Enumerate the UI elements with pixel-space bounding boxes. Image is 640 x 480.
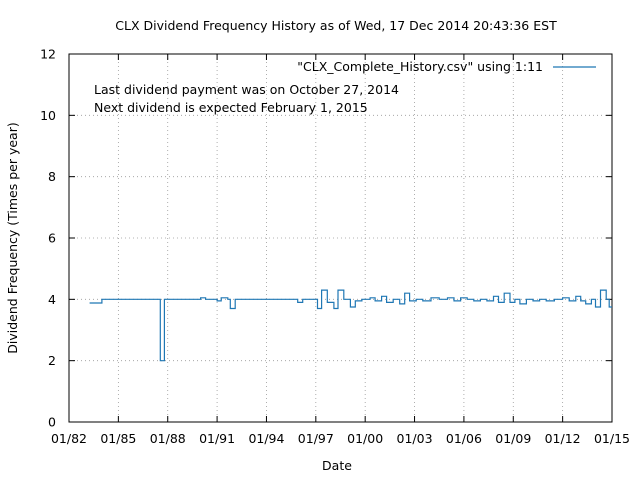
y-tick-label: 12 bbox=[40, 47, 56, 62]
y-tick-label: 0 bbox=[48, 415, 56, 430]
y-tick-label: 10 bbox=[40, 108, 56, 123]
annotation-last-payment: Last dividend payment was on October 27,… bbox=[94, 82, 399, 97]
x-tick-label: 01/15 bbox=[594, 431, 630, 446]
y-tick-label: 4 bbox=[48, 292, 56, 307]
series-line bbox=[89, 289, 612, 362]
x-tick-label: 01/00 bbox=[347, 431, 383, 446]
y-tick-label: 8 bbox=[48, 169, 56, 184]
y-tick-label: 6 bbox=[48, 231, 56, 246]
x-tick-label: 01/94 bbox=[248, 431, 284, 446]
grid bbox=[69, 54, 612, 422]
legend: "CLX_Complete_History.csv" using 1:11 bbox=[297, 59, 596, 74]
x-tick-label: 01/91 bbox=[199, 431, 235, 446]
legend-label: "CLX_Complete_History.csv" using 1:11 bbox=[297, 59, 543, 74]
x-tick-label: 01/97 bbox=[298, 431, 334, 446]
annotation-next-dividend: Next dividend is expected February 1, 20… bbox=[94, 100, 368, 115]
x-tick-label: 01/85 bbox=[100, 431, 136, 446]
y-axis-label: Dividend Frequency (Times per year) bbox=[5, 122, 20, 353]
x-tick-label: 01/12 bbox=[545, 431, 581, 446]
axis-ticks: 01/82 01/85 01/88 01/91 01/94 01/97 01/00 01/03… bbox=[40, 47, 630, 447]
series-group bbox=[89, 289, 612, 362]
x-tick-label: 01/03 bbox=[397, 431, 433, 446]
x-tick-label: 01/82 bbox=[51, 431, 87, 446]
x-tick-label: 01/06 bbox=[446, 431, 482, 446]
chart-title: CLX Dividend Frequency History as of Wed… bbox=[115, 18, 557, 33]
x-tick-label: 01/09 bbox=[495, 431, 531, 446]
x-tick-label: 01/88 bbox=[150, 431, 186, 446]
x-axis-label: Date bbox=[322, 458, 352, 473]
y-tick-label: 2 bbox=[48, 353, 56, 368]
